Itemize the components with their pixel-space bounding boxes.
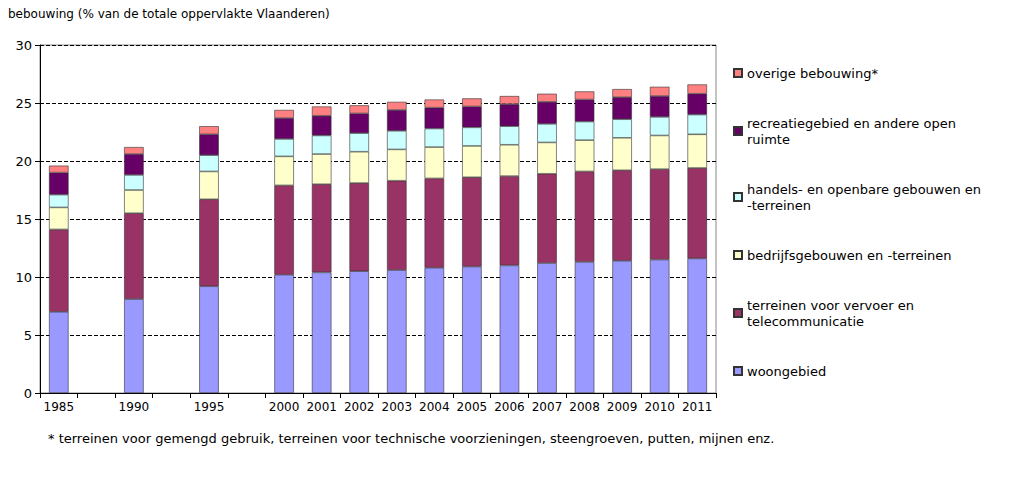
svg-text:2009: 2009 bbox=[607, 400, 638, 414]
svg-text:2001: 2001 bbox=[306, 400, 337, 414]
svg-text:2008: 2008 bbox=[569, 400, 600, 414]
svg-text:overige bebouwing*: overige bebouwing* bbox=[747, 66, 878, 81]
svg-text:2003: 2003 bbox=[382, 400, 413, 414]
svg-text:2004: 2004 bbox=[419, 400, 450, 414]
svg-text:1985: 1985 bbox=[44, 400, 75, 414]
svg-text:10: 10 bbox=[15, 270, 32, 285]
svg-text:2007: 2007 bbox=[532, 400, 563, 414]
svg-text:-terreinen: -terreinen bbox=[747, 198, 811, 213]
svg-text:2005: 2005 bbox=[457, 400, 488, 414]
svg-text:20: 20 bbox=[15, 154, 32, 169]
svg-text:1995: 1995 bbox=[194, 400, 225, 414]
svg-text:1990: 1990 bbox=[119, 400, 150, 414]
svg-text:recreatiegebied en andere open: recreatiegebied en andere open bbox=[747, 116, 960, 131]
svg-text:2010: 2010 bbox=[644, 400, 675, 414]
svg-text:telecommunicatie: telecommunicatie bbox=[747, 314, 864, 329]
svg-text:ruimte: ruimte bbox=[747, 132, 790, 147]
svg-text:2002: 2002 bbox=[344, 400, 375, 414]
svg-text:bebouwing (% van de totale opp: bebouwing (% van de totale oppervlakte V… bbox=[8, 7, 330, 21]
svg-text:30: 30 bbox=[15, 38, 32, 53]
svg-text:2006: 2006 bbox=[494, 400, 525, 414]
svg-text:5: 5 bbox=[24, 328, 32, 343]
svg-text:terreinen voor vervoer en: terreinen voor vervoer en bbox=[747, 298, 918, 313]
svg-text:15: 15 bbox=[15, 212, 32, 227]
svg-text:2011: 2011 bbox=[682, 400, 713, 414]
svg-text:2000: 2000 bbox=[269, 400, 300, 414]
svg-text:handels- en openbare gebouwen: handels- en openbare gebouwen en bbox=[747, 182, 985, 197]
svg-text:woongebied: woongebied bbox=[747, 364, 826, 379]
svg-text:25: 25 bbox=[15, 96, 32, 111]
svg-text:* terreinen voor gemengd gebru: * terreinen voor gemengd gebruik, terrei… bbox=[48, 431, 774, 446]
svg-text:0: 0 bbox=[24, 386, 32, 401]
svg-text:bedrijfsgebouwen en -terreinen: bedrijfsgebouwen en -terreinen bbox=[747, 248, 952, 263]
